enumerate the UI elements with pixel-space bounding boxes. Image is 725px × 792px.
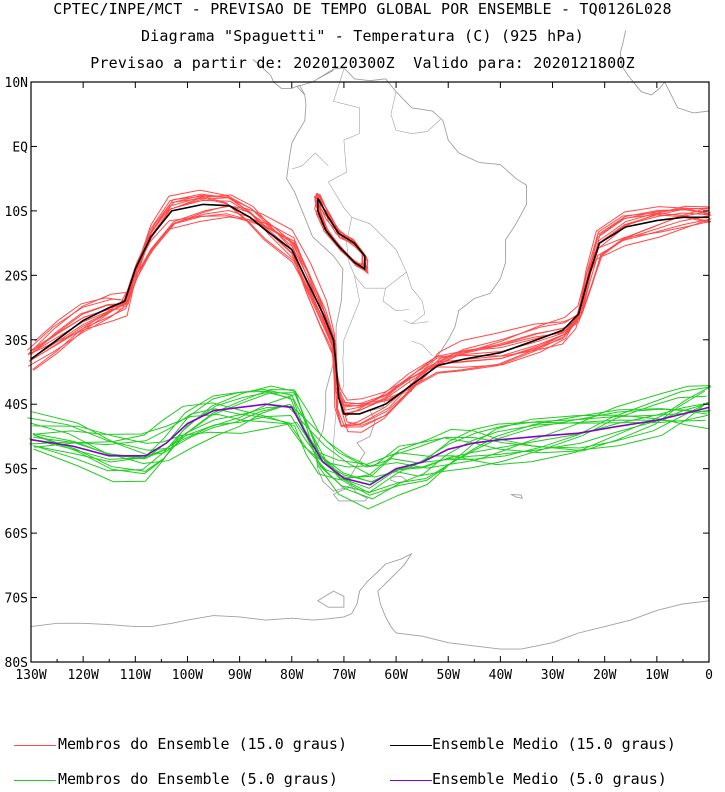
lon-tick-label: 120W <box>67 668 98 683</box>
member-5-line <box>27 386 712 467</box>
lat-tick-label: EQ <box>12 140 28 155</box>
legend-label-member15: Membros do Ensemble (15.0 graus) <box>58 735 347 753</box>
country-border <box>333 275 360 469</box>
lat-tick-label: 50S <box>5 463 28 478</box>
lat-tick-label: 80S <box>5 656 28 671</box>
member-5-line <box>33 403 707 483</box>
lon-tick-label: 20W <box>593 668 617 683</box>
lat-tick-label: 40S <box>5 398 28 413</box>
africa-coast <box>619 30 666 96</box>
member-15-line <box>27 194 709 417</box>
lat-tick-label: 10N <box>5 76 28 91</box>
lat-tick-label: 10S <box>5 205 28 220</box>
alexander-island-coast <box>316 590 345 608</box>
legend-label-member5: Membros do Ensemble (5.0 graus) <box>58 770 338 788</box>
ensemble-mean-15-line <box>30 203 709 415</box>
legend-label-mean15: Ensemble Medio (15.0 graus) <box>432 735 676 753</box>
country-border <box>348 217 407 289</box>
legend-swatch-mean5 <box>390 780 432 781</box>
country-border <box>390 91 441 134</box>
lat-tick-label: 60S <box>5 527 28 542</box>
member-5-line <box>32 386 710 466</box>
legend-swatch-member15 <box>14 745 56 746</box>
member-15-line <box>33 197 711 407</box>
legend-swatch-member5 <box>14 780 56 781</box>
caribbean-coast <box>317 70 334 80</box>
member-5-line <box>29 401 710 479</box>
ensemble-means <box>30 197 710 486</box>
lon-tick-label: 30W <box>541 668 565 683</box>
title-line-2: Diagrama "Spaguetti" - Temperatura (C) (… <box>140 27 585 45</box>
member-15-line <box>31 213 712 428</box>
south-america-coast <box>286 67 527 492</box>
mean-15-andes-loop <box>317 197 366 271</box>
member-15-andes-loop <box>316 193 364 266</box>
lon-tick-label: 70W <box>332 668 356 683</box>
coastlines <box>30 30 710 650</box>
lat-tick-label: 30S <box>5 334 28 349</box>
country-border <box>291 152 329 170</box>
member-15-line <box>27 215 712 426</box>
country-border <box>382 288 410 312</box>
east-antarctica-coast <box>521 600 710 650</box>
title-line-1: CPTEC/INPE/MCT - PREVISAO DE TEMPO GLOBA… <box>53 0 672 18</box>
south-georgia-coast <box>510 493 523 499</box>
member-5-line <box>31 385 711 469</box>
ensemble-members-5 <box>27 385 712 510</box>
lat-tick-label: 20S <box>5 269 28 284</box>
member-5-line <box>34 401 708 481</box>
member-15-line <box>32 205 708 427</box>
lat-tick-label: 70S <box>5 592 28 607</box>
member-15-line <box>33 209 709 427</box>
member-5-line <box>31 395 707 478</box>
ensemble-members-15 <box>26 189 712 433</box>
lon-tick-label: 110W <box>120 668 151 683</box>
member-5-line <box>34 391 706 500</box>
lon-tick-label: 0 <box>705 668 713 683</box>
antarctica-coast <box>30 553 412 628</box>
gulf-of-guinea-coast <box>664 81 710 114</box>
country-border <box>411 321 429 324</box>
legend-label-mean5: Ensemble Medio (5.0 graus) <box>432 770 667 788</box>
lon-tick-label: 10W <box>645 668 669 683</box>
lon-tick-label: 60W <box>384 668 408 683</box>
country-border <box>403 272 426 325</box>
map-frame <box>30 81 710 663</box>
member-15-line <box>29 199 709 414</box>
country-border <box>328 69 360 183</box>
country-border <box>411 340 433 357</box>
member-15-line <box>27 189 712 401</box>
member-5-line <box>33 390 706 468</box>
weddell-coast <box>377 553 522 650</box>
member-5-line <box>32 390 709 493</box>
lon-tick-label: 50W <box>436 668 460 683</box>
lon-tick-label: 100W <box>172 668 203 683</box>
lon-tick-label: 130W <box>15 668 46 683</box>
lon-tick-label: 90W <box>228 668 252 683</box>
member-15-line <box>34 205 710 427</box>
ensemble-mean-5-line <box>30 403 710 486</box>
lon-tick-label: 40W <box>489 668 513 683</box>
member-15-andes-loop <box>315 201 369 275</box>
title-line-3: Previsao a partir de: 2020120300Z Valido… <box>90 54 635 72</box>
lon-tick-label: 80W <box>280 668 304 683</box>
central-america-coast <box>252 59 306 96</box>
member-5-line <box>33 385 709 510</box>
legend-swatch-mean15 <box>390 745 432 746</box>
